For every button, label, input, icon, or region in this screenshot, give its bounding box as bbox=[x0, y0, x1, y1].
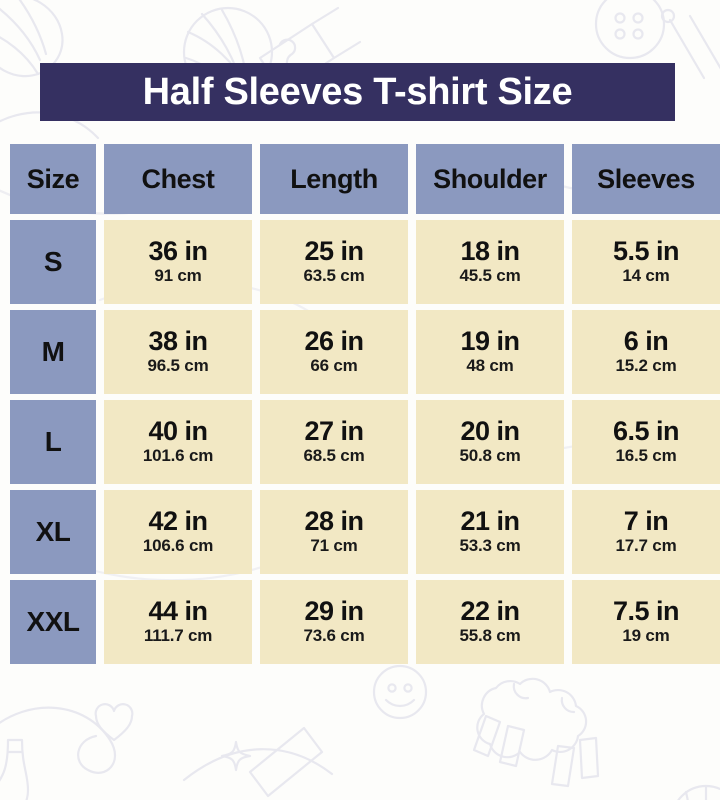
value-inches: 28 in bbox=[304, 505, 364, 536]
value-cm: 96.5 cm bbox=[147, 356, 209, 376]
cell-chest: 44 in 111.7 cm bbox=[104, 580, 252, 664]
value-inches: 36 in bbox=[148, 235, 208, 266]
cell-chest: 40 in 101.6 cm bbox=[104, 400, 252, 484]
size-value: S bbox=[43, 246, 63, 277]
size-value: L bbox=[44, 426, 62, 457]
value-inches: 29 in bbox=[304, 595, 364, 626]
table-header-row: Size Chest Length Shoulder Sleeves bbox=[10, 144, 720, 214]
value-inches: 6.5 in bbox=[612, 415, 680, 446]
value-cm: 19 cm bbox=[622, 626, 670, 646]
cell-length: 28 in 71 cm bbox=[260, 490, 408, 574]
cell-shoulder: 19 in 48 cm bbox=[416, 310, 564, 394]
cell-shoulder: 18 in 45.5 cm bbox=[416, 220, 564, 304]
row-size-label: M bbox=[10, 310, 96, 394]
value-cm: 53.3 cm bbox=[459, 536, 521, 556]
value-cm: 17.7 cm bbox=[615, 536, 677, 556]
value-cm: 106.6 cm bbox=[142, 536, 214, 556]
value-cm: 73.6 cm bbox=[303, 626, 365, 646]
value-inches: 44 in bbox=[148, 595, 208, 626]
value-cm: 68.5 cm bbox=[303, 446, 365, 466]
table-row: M 38 in 96.5 cm 26 in 66 cm 19 in 48 cm … bbox=[10, 310, 720, 394]
column-header-label: Length bbox=[290, 163, 378, 194]
cell-sleeves: 5.5 in 14 cm bbox=[572, 220, 720, 304]
cell-shoulder: 22 in 55.8 cm bbox=[416, 580, 564, 664]
value-inches: 38 in bbox=[148, 325, 208, 356]
size-value: XL bbox=[35, 516, 71, 547]
value-inches: 19 in bbox=[460, 325, 520, 356]
value-inches: 27 in bbox=[304, 415, 364, 446]
value-cm: 71 cm bbox=[310, 536, 358, 556]
value-cm: 55.8 cm bbox=[459, 626, 521, 646]
cell-sleeves: 6.5 in 16.5 cm bbox=[572, 400, 720, 484]
column-header-length: Length bbox=[260, 144, 408, 214]
cell-chest: 38 in 96.5 cm bbox=[104, 310, 252, 394]
column-header-label: Sleeves bbox=[597, 163, 695, 194]
value-inches: 22 in bbox=[460, 595, 520, 626]
row-size-label: XXL bbox=[10, 580, 96, 664]
value-cm: 63.5 cm bbox=[303, 266, 365, 286]
cell-chest: 36 in 91 cm bbox=[104, 220, 252, 304]
value-inches: 20 in bbox=[460, 415, 520, 446]
value-cm: 101.6 cm bbox=[142, 446, 214, 466]
cell-sleeves: 6 in 15.2 cm bbox=[572, 310, 720, 394]
value-inches: 21 in bbox=[460, 505, 520, 536]
value-cm: 15.2 cm bbox=[615, 356, 677, 376]
page-title: Half Sleeves T-shirt Size bbox=[142, 71, 573, 113]
value-inches: 7 in bbox=[623, 505, 669, 536]
value-cm: 111.7 cm bbox=[143, 626, 213, 646]
table-row: XXL 44 in 111.7 cm 29 in 73.6 cm 22 in 5… bbox=[10, 580, 720, 664]
title-banner: Half Sleeves T-shirt Size bbox=[40, 63, 675, 121]
column-header-label: Chest bbox=[141, 163, 215, 194]
column-header-label: Shoulder bbox=[433, 163, 547, 194]
value-cm: 66 cm bbox=[310, 356, 358, 376]
value-inches: 40 in bbox=[148, 415, 208, 446]
cell-length: 26 in 66 cm bbox=[260, 310, 408, 394]
row-size-label: XL bbox=[10, 490, 96, 574]
value-inches: 5.5 in bbox=[612, 235, 680, 266]
value-cm: 91 cm bbox=[154, 266, 202, 286]
column-header-size: Size bbox=[10, 144, 96, 214]
size-value: M bbox=[41, 336, 65, 367]
value-inches: 18 in bbox=[460, 235, 520, 266]
table-row: S 36 in 91 cm 25 in 63.5 cm 18 in 45.5 c… bbox=[10, 220, 720, 304]
cell-sleeves: 7.5 in 19 cm bbox=[572, 580, 720, 664]
value-cm: 16.5 cm bbox=[615, 446, 677, 466]
row-size-label: S bbox=[10, 220, 96, 304]
value-cm: 14 cm bbox=[622, 266, 670, 286]
value-inches: 42 in bbox=[148, 505, 208, 536]
value-inches: 25 in bbox=[304, 235, 364, 266]
table-row: XL 42 in 106.6 cm 28 in 71 cm 21 in 53.3… bbox=[10, 490, 720, 574]
column-header-shoulder: Shoulder bbox=[416, 144, 564, 214]
value-inches: 7.5 in bbox=[612, 595, 680, 626]
cell-sleeves: 7 in 17.7 cm bbox=[572, 490, 720, 574]
cell-shoulder: 21 in 53.3 cm bbox=[416, 490, 564, 574]
row-size-label: L bbox=[10, 400, 96, 484]
cell-length: 27 in 68.5 cm bbox=[260, 400, 408, 484]
size-value: XXL bbox=[26, 606, 80, 637]
column-header-label: Size bbox=[26, 163, 80, 194]
value-cm: 45.5 cm bbox=[459, 266, 521, 286]
cell-length: 25 in 63.5 cm bbox=[260, 220, 408, 304]
value-inches: 26 in bbox=[304, 325, 364, 356]
value-cm: 50.8 cm bbox=[459, 446, 521, 466]
table-row: L 40 in 101.6 cm 27 in 68.5 cm 20 in 50.… bbox=[10, 400, 720, 484]
cell-shoulder: 20 in 50.8 cm bbox=[416, 400, 564, 484]
size-chart-table: Size Chest Length Shoulder Sleeves S 36 … bbox=[10, 144, 720, 670]
column-header-sleeves: Sleeves bbox=[572, 144, 720, 214]
cell-length: 29 in 73.6 cm bbox=[260, 580, 408, 664]
value-cm: 48 cm bbox=[466, 356, 514, 376]
value-inches: 6 in bbox=[623, 325, 669, 356]
cell-chest: 42 in 106.6 cm bbox=[104, 490, 252, 574]
column-header-chest: Chest bbox=[104, 144, 252, 214]
